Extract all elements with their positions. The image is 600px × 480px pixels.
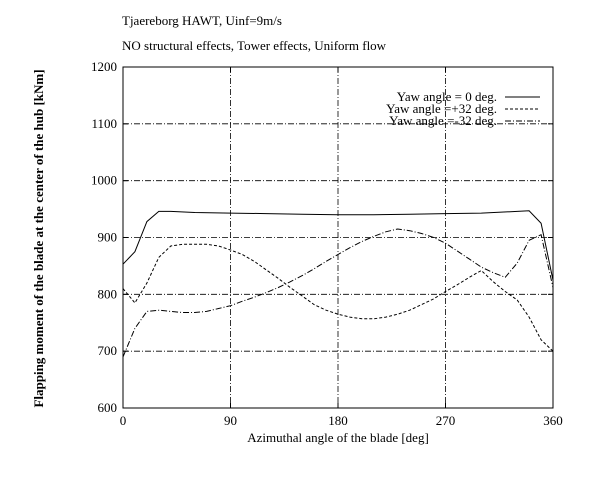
x-tick-label: 90: [224, 413, 237, 428]
tick-layer: 600 700 800 900 1000 1100 1200 0 90 180 270 360: [91, 59, 563, 428]
series-layer: [122, 210, 554, 358]
y-tick-label: 1100: [91, 116, 117, 131]
y-tick-label: 600: [98, 400, 118, 415]
y-tick-label: 700: [98, 343, 118, 358]
legend-label-1: Yaw angle =+32 deg.: [386, 101, 497, 116]
x-tick-label: 0: [120, 413, 127, 428]
legend-label-2: Yaw angle =-32 deg.: [389, 113, 497, 128]
legend-label-0: Yaw angle = 0 deg.: [397, 89, 497, 104]
x-tick-label: 270: [436, 413, 456, 428]
grid-layer: [123, 67, 553, 408]
y-axis-label: Flapping moment of the blade at the cent…: [31, 69, 46, 407]
series-line-1: [122, 243, 554, 352]
y-tick-label: 1200: [91, 59, 117, 74]
chart-subtitle: NO structural effects, Tower effects, Un…: [122, 38, 387, 53]
x-tick-label: 180: [328, 413, 348, 428]
y-tick-label: 800: [98, 286, 118, 301]
y-tick-label: 1000: [91, 173, 117, 188]
series-line-2: [122, 228, 554, 358]
series-line-0: [122, 210, 554, 281]
y-tick-label: 900: [98, 230, 118, 245]
chart-title: Tjaereborg HAWT, Uinf=9m/s: [122, 13, 282, 28]
x-tick-label: 360: [543, 413, 563, 428]
legend: Yaw angle = 0 deg.Yaw angle =+32 deg.Yaw…: [386, 89, 540, 128]
x-axis-label: Azimuthal angle of the blade [deg]: [247, 430, 429, 445]
